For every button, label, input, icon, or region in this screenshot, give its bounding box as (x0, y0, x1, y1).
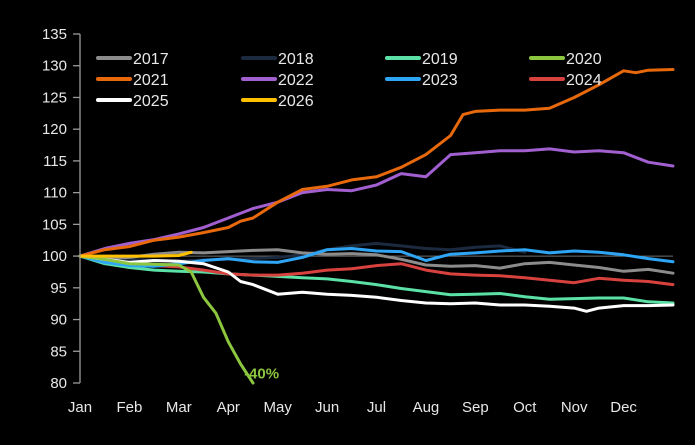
y-tick-label: 80 (50, 375, 67, 392)
legend-label-2022: 2022 (278, 72, 314, 89)
series-layer (78, 68, 675, 385)
x-tick-label: May (263, 399, 292, 416)
legend-label-2019: 2019 (422, 51, 458, 68)
y-tick-label: 110 (43, 185, 67, 202)
y-tick-label: 120 (42, 121, 67, 138)
x-axis-ticks: Jan Feb Mar Apr May Jun Jul Aug Sep Oct Nov Dec (68, 399, 638, 416)
x-tick-label: Dec (610, 399, 637, 416)
y-tick-label: 115 (43, 153, 67, 170)
legend-label-2020: 2020 (566, 51, 602, 68)
legend-label-2017: 2017 (133, 51, 169, 68)
series-line-2025 (78, 254, 675, 313)
x-tick-label: Mar (166, 399, 192, 416)
legend-label-2023: 2023 (422, 72, 458, 89)
series-line-2021 (78, 68, 675, 258)
x-tick-label: Jan (68, 399, 92, 416)
x-tick-label: Jul (367, 399, 386, 416)
x-tick-label: Aug (413, 399, 440, 416)
legend-label-2026: 2026 (278, 93, 314, 110)
legend-label-2021: 2021 (133, 72, 169, 89)
series-line-2019 (78, 254, 675, 305)
y-tick-label: 95 (50, 280, 67, 297)
legend-label-2018: 2018 (278, 51, 314, 68)
y-tick-label: 130 (42, 58, 67, 75)
x-tick-label: Apr (217, 399, 240, 416)
y-axis-ticks: 80 85 90 95 100 105 110 115 120 125 130 135 (42, 26, 80, 392)
x-tick-label: Oct (513, 399, 537, 416)
legend-label-2025: 2025 (133, 93, 169, 110)
annotation-2020-drop: -40% (244, 365, 279, 382)
y-tick-label: 135 (42, 26, 67, 43)
y-tick-label: 105 (42, 216, 67, 233)
series-line-2024 (78, 254, 675, 287)
y-tick-label: 125 (42, 89, 67, 106)
series-line-2020 (78, 254, 255, 385)
x-tick-label: Feb (116, 399, 142, 416)
y-tick-label: 85 (50, 343, 67, 360)
x-tick-label: Sep (462, 399, 489, 416)
y-tick-label: 100 (42, 248, 67, 265)
x-tick-label: Nov (561, 399, 588, 416)
series-line-2022 (78, 147, 675, 258)
legend-label-2024: 2024 (566, 72, 602, 89)
x-tick-label: Jun (315, 399, 339, 416)
series-line-2017 (78, 248, 675, 275)
y-tick-label: 90 (50, 312, 67, 329)
legend: 2017 2018 2019 2020 2021 2022 2023 2024 2025 2026 (96, 51, 602, 110)
series-line-2026 (78, 250, 193, 258)
